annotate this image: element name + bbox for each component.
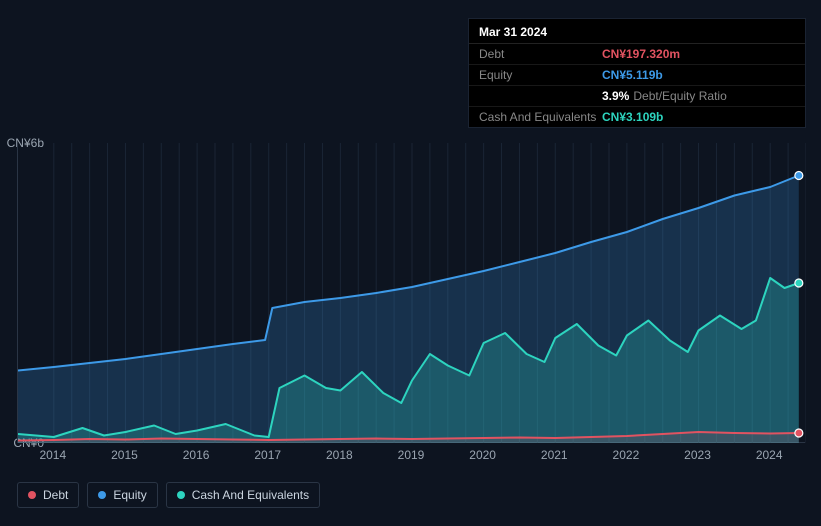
x-axis-label: 2016 [183,448,210,462]
tooltip-row: Cash And EquivalentsCN¥3.109b [469,107,805,127]
legend-label: Equity [113,488,146,502]
tooltip-row: 3.9% Debt/Equity Ratio [469,86,805,107]
x-axis-label: 2021 [541,448,568,462]
chart-legend: Debt Equity Cash And Equivalents [17,482,320,508]
tooltip-row-value: 3.9% [602,89,629,103]
tooltip-row-value: CN¥197.320m [602,47,680,61]
legend-swatch-icon [177,491,185,499]
x-axis-label: 2020 [469,448,496,462]
legend-label: Cash And Equivalents [192,488,309,502]
legend-swatch-icon [98,491,106,499]
tooltip-ratio-label: Debt/Equity Ratio [633,89,726,103]
x-axis-label: 2023 [684,448,711,462]
tooltip-row: EquityCN¥5.119b [469,65,805,86]
legend-label: Debt [43,488,68,502]
tooltip-row-label: Equity [479,68,602,82]
tooltip-row-value: CN¥3.109b [602,110,663,124]
area-chart [18,143,806,443]
x-axis-label: 2015 [111,448,138,462]
chart-area [17,143,805,443]
x-axis-labels: 2014 2015 2016 2017 2018 2019 2020 2021 2022 2023… [17,448,805,464]
legend-item[interactable]: Cash And Equivalents [166,482,320,508]
legend-item[interactable]: Equity [87,482,157,508]
tooltip-row-label [479,89,602,103]
x-axis-label: 2014 [39,448,66,462]
x-axis-label: 2024 [756,448,783,462]
legend-item[interactable]: Debt [17,482,79,508]
x-axis-label: 2018 [326,448,353,462]
data-tooltip: Mar 31 2024 DebtCN¥197.320mEquityCN¥5.11… [468,18,806,128]
tooltip-row-value: CN¥5.119b [602,68,663,82]
x-axis-label: 2022 [613,448,640,462]
tooltip-row-label: Cash And Equivalents [479,110,602,124]
tooltip-row: DebtCN¥197.320m [469,44,805,65]
tooltip-date: Mar 31 2024 [469,19,805,44]
tooltip-row-label: Debt [479,47,602,61]
x-axis-label: 2019 [398,448,425,462]
legend-swatch-icon [28,491,36,499]
x-axis-label: 2017 [254,448,281,462]
